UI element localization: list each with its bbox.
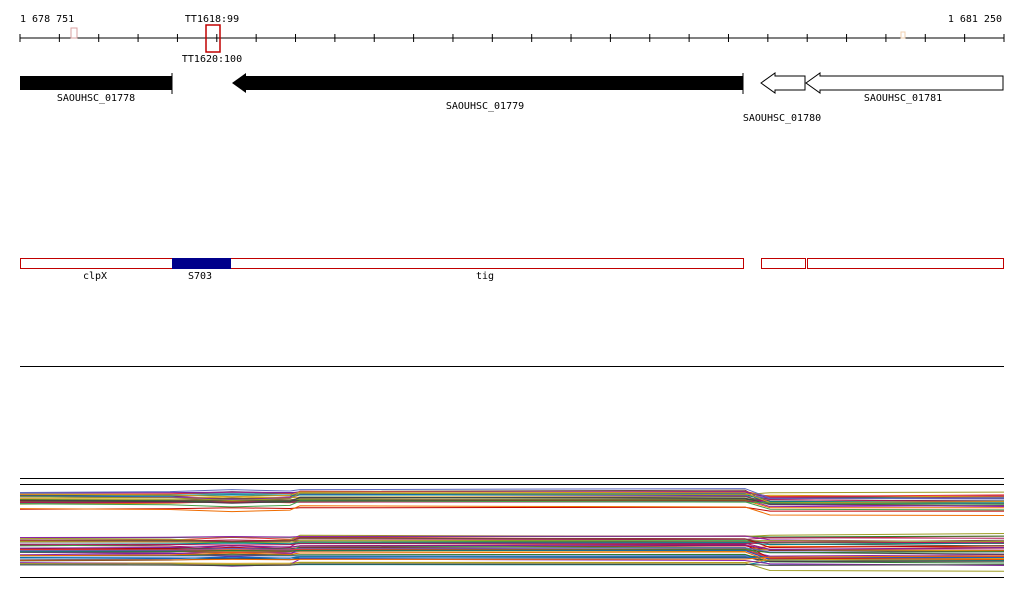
profile-line <box>19 542 1005 546</box>
profile-line <box>19 549 1005 554</box>
profile-line <box>19 557 1005 564</box>
marker-label: TT1618:99 <box>185 14 239 25</box>
region-label: S703 <box>188 271 212 282</box>
profile-line <box>19 562 1005 572</box>
region-label: tig <box>476 271 494 282</box>
profile-line <box>19 535 1005 543</box>
profile-line <box>19 491 1005 501</box>
marker-box[interactable] <box>205 24 221 53</box>
profile-line <box>19 500 1005 508</box>
gene-label: SAOUHSC_01781 <box>864 93 942 104</box>
profile-line <box>19 555 1005 561</box>
feature-marker <box>70 27 78 39</box>
profile-line <box>19 488 1005 500</box>
profile-line <box>19 551 1005 562</box>
profile-line <box>19 491 1005 500</box>
gene[interactable] <box>232 73 743 93</box>
region[interactable] <box>20 258 744 269</box>
profile-line <box>19 533 1005 542</box>
profile-line <box>19 505 1005 517</box>
marker-label: TT1620:100 <box>182 54 242 65</box>
region[interactable] <box>807 258 1004 269</box>
axis-end: 1 681 250 <box>948 14 1002 25</box>
gene[interactable] <box>805 72 1004 94</box>
profile-line <box>19 537 1005 547</box>
profile-line <box>19 549 1005 557</box>
axis-ticks <box>19 34 1005 42</box>
gene[interactable] <box>20 76 172 90</box>
region[interactable] <box>761 258 806 269</box>
region-highlight[interactable] <box>172 258 231 269</box>
profile-line <box>19 541 1005 546</box>
profile-line <box>19 539 1005 544</box>
profile-line <box>19 563 1005 567</box>
profile-line <box>19 499 1005 504</box>
gene-label: SAOUHSC_01778 <box>57 93 135 104</box>
profile-line <box>19 491 1005 504</box>
profile-line <box>19 544 1005 550</box>
axis-start: 1 678 751 <box>20 14 74 25</box>
gene[interactable] <box>760 72 806 94</box>
region-label: clpX <box>83 271 107 282</box>
feature-marker <box>900 31 906 39</box>
expression-profiles <box>19 478 1005 578</box>
gene-label: SAOUHSC_01779 <box>446 101 524 112</box>
gene-label: SAOUHSC_01780 <box>743 113 821 124</box>
